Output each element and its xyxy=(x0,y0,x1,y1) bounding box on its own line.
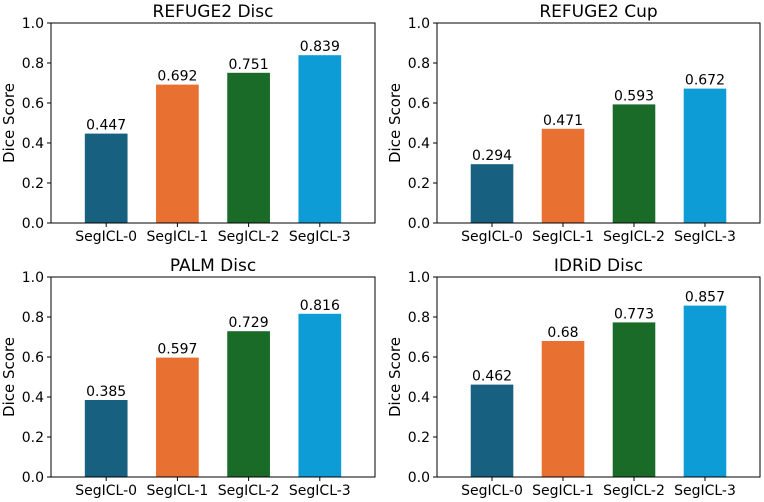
y-tick-label: 0.8 xyxy=(22,310,44,326)
y-tick-label: 0.2 xyxy=(408,176,430,192)
y-tick-label: 0.0 xyxy=(22,470,44,486)
data-label: 0.751 xyxy=(229,57,269,73)
y-tick-label: 0.0 xyxy=(22,216,44,232)
bar-segicl-0 xyxy=(84,133,128,223)
bar-segicl-3 xyxy=(683,305,727,477)
y-tick-label: 0.2 xyxy=(22,176,44,192)
y-axis-label: Dice Score xyxy=(386,337,404,417)
data-label: 0.597 xyxy=(157,342,197,358)
bar-segicl-3 xyxy=(683,88,727,223)
bar-segicl-0 xyxy=(470,384,514,477)
data-label: 0.839 xyxy=(300,39,340,55)
bar-segicl-3 xyxy=(298,55,342,224)
chart-title: PALM Disc xyxy=(170,256,256,276)
bar-segicl-1 xyxy=(541,128,585,223)
y-tick-label: 0.8 xyxy=(408,310,430,326)
y-tick-label: 0.6 xyxy=(22,96,44,112)
x-tick-label: SegICL-0 xyxy=(75,483,137,499)
bar-segicl-1 xyxy=(541,341,585,477)
bar-segicl-2 xyxy=(612,322,656,477)
chart-panel-3: PALM Disc Dice Score 0.385 0.597 0.729 0.816 0… xyxy=(0,256,376,499)
bar-segicl-2 xyxy=(612,104,656,223)
x-tick-label: SegICL-2 xyxy=(218,483,280,499)
axes-frame xyxy=(50,276,376,478)
y-tick-label: 0.8 xyxy=(408,56,430,72)
bar-segicl-1 xyxy=(156,357,199,477)
x-tick-label: SegICL-1 xyxy=(532,483,594,499)
y-tick-label: 0.8 xyxy=(22,56,44,72)
data-label: 0.773 xyxy=(614,306,654,322)
x-tick-label: SegICL-0 xyxy=(461,483,523,499)
y-tick-label: 0.2 xyxy=(408,430,430,446)
axes-frame xyxy=(436,276,761,478)
y-axis-label: Dice Score xyxy=(386,83,404,163)
y-axis-label: Dice Score xyxy=(0,337,18,417)
data-label: 0.471 xyxy=(543,113,583,129)
x-tick-label: SegICL-2 xyxy=(603,483,665,499)
chart-title: IDRiD Disc xyxy=(554,256,643,276)
x-tick-label: SegICL-1 xyxy=(146,483,208,499)
bar-segicl-2 xyxy=(227,331,270,477)
bar-segicl-3 xyxy=(298,313,342,477)
x-tick-label: SegICL-0 xyxy=(75,229,137,245)
x-tick-label: SegICL-2 xyxy=(603,229,665,245)
x-tick-label: SegICL-2 xyxy=(218,229,280,245)
axes-frame xyxy=(50,22,376,224)
y-tick-label: 0.4 xyxy=(408,136,430,152)
x-tick-label: SegICL-1 xyxy=(532,229,594,245)
y-tick-label: 0.0 xyxy=(408,216,430,232)
y-tick-label: 0.2 xyxy=(22,430,44,446)
y-tick-label: 1.0 xyxy=(408,270,430,286)
y-tick-label: 0.6 xyxy=(408,350,430,366)
y-tick-label: 0.4 xyxy=(22,390,44,406)
x-tick-label: SegICL-3 xyxy=(289,229,351,245)
bar-segicl-0 xyxy=(470,164,514,223)
data-label: 0.816 xyxy=(300,298,340,314)
x-tick-label: SegICL-3 xyxy=(674,483,736,499)
y-tick-label: 0.4 xyxy=(22,136,44,152)
bar-segicl-0 xyxy=(84,400,128,477)
data-label: 0.672 xyxy=(685,73,725,89)
data-label: 0.729 xyxy=(229,315,269,331)
bar-segicl-2 xyxy=(227,72,270,223)
data-label: 0.462 xyxy=(472,369,512,385)
bar-segicl-1 xyxy=(156,84,199,223)
x-tick-label: SegICL-1 xyxy=(146,229,208,245)
y-tick-label: 1.0 xyxy=(22,16,44,32)
x-tick-label: SegICL-0 xyxy=(461,229,523,245)
chart-title: REFUGE2 Cup xyxy=(539,2,657,22)
y-axis-label: Dice Score xyxy=(0,83,18,163)
data-label: 0.857 xyxy=(685,290,725,306)
y-tick-label: 0.6 xyxy=(408,96,430,112)
chart-panel-1: REFUGE2 Disc Dice Score 0.447 0.692 0.751 0.8… xyxy=(0,2,376,245)
y-tick-label: 0.6 xyxy=(22,350,44,366)
axes-frame xyxy=(436,22,761,224)
data-label: 0.385 xyxy=(86,384,126,400)
chart-panel-4: IDRiD Disc Dice Score 0.462 0.68 0.773 0.857 0… xyxy=(386,256,761,499)
y-tick-label: 1.0 xyxy=(22,270,44,286)
chart-panel-2: REFUGE2 Cup Dice Score 0.294 0.471 0.593 0.67… xyxy=(386,2,761,245)
x-tick-label: SegICL-3 xyxy=(674,229,736,245)
data-label: 0.593 xyxy=(614,88,654,104)
chart-title: REFUGE2 Disc xyxy=(153,2,274,22)
x-tick-label: SegICL-3 xyxy=(289,483,351,499)
y-tick-label: 0.0 xyxy=(408,470,430,486)
data-label: 0.68 xyxy=(547,325,578,341)
y-tick-label: 0.4 xyxy=(408,390,430,406)
y-tick-label: 1.0 xyxy=(408,16,430,32)
data-label: 0.692 xyxy=(157,69,197,85)
data-label: 0.447 xyxy=(86,118,126,134)
data-label: 0.294 xyxy=(472,148,512,164)
